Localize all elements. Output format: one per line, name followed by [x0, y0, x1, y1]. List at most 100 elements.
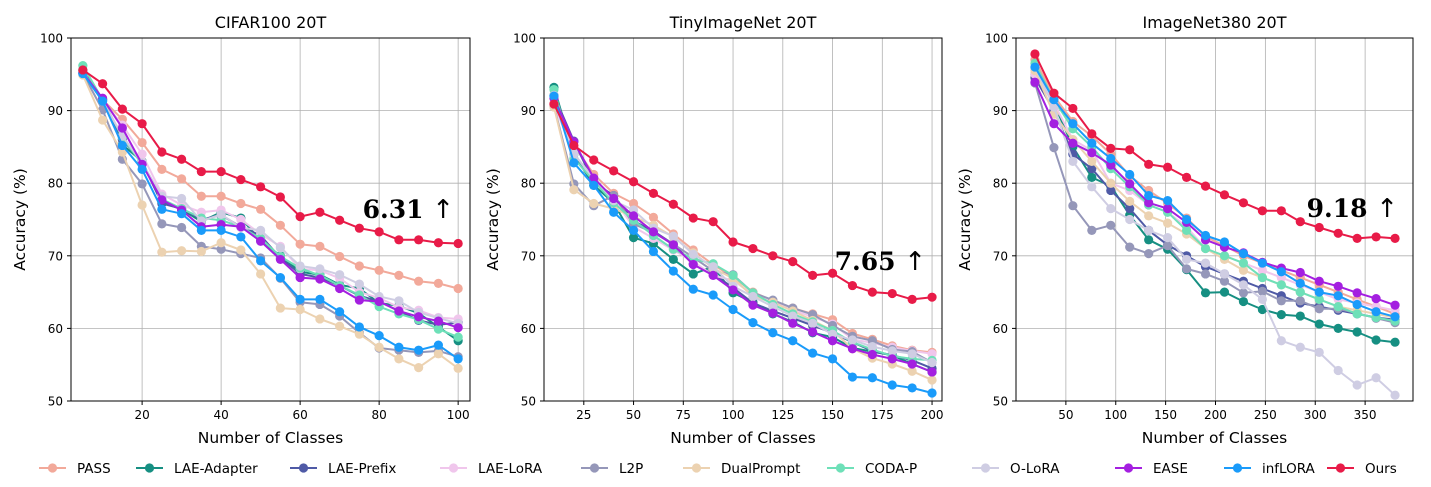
- data-point: [609, 166, 619, 176]
- data-point: [589, 180, 599, 190]
- legend-label: LAE-LoRA: [478, 461, 543, 477]
- y-tick-label: 60: [48, 322, 63, 336]
- chart-title: ImageNet380 20T: [1143, 13, 1287, 32]
- data-point: [589, 155, 599, 165]
- legend-swatch-marker: [144, 463, 155, 473]
- x-tick-label: 60: [292, 408, 307, 422]
- data-point: [1106, 178, 1116, 188]
- data-point: [78, 65, 88, 75]
- data-point: [1219, 287, 1230, 297]
- data-point: [295, 239, 305, 249]
- data-point: [1371, 335, 1381, 345]
- data-point: [1257, 272, 1267, 283]
- y-tick-label: 60: [993, 322, 1008, 336]
- y-axis-label: Accuracy (%): [956, 168, 974, 271]
- x-tick-label: 40: [213, 408, 228, 422]
- data-point: [354, 295, 364, 305]
- data-point: [1200, 243, 1211, 254]
- data-point: [1200, 269, 1211, 279]
- improvement-value: 7.65: [835, 247, 905, 276]
- data-point: [808, 348, 818, 358]
- data-point: [453, 238, 463, 249]
- data-point: [1257, 286, 1267, 296]
- data-point: [335, 215, 345, 225]
- y-tick-label: 70: [993, 249, 1008, 263]
- legend-label: LAE-Adapter: [174, 461, 258, 477]
- data-point: [1106, 160, 1116, 170]
- data-point: [628, 233, 639, 243]
- legend-label: CODA-P: [865, 461, 917, 477]
- data-point: [1049, 143, 1059, 153]
- series-line: [553, 95, 933, 370]
- data-point: [275, 192, 285, 202]
- data-point: [414, 235, 424, 245]
- data-point: [394, 342, 404, 352]
- data-point: [1238, 265, 1249, 275]
- series-line: [553, 97, 933, 373]
- up-arrow-icon: ↑: [904, 247, 926, 277]
- x-tick-label: 150: [1154, 408, 1177, 422]
- data-point: [1390, 300, 1400, 310]
- data-point: [1314, 319, 1324, 329]
- data-point: [295, 294, 305, 304]
- data-point: [688, 213, 698, 223]
- data-point: [1314, 347, 1324, 357]
- data-point: [394, 235, 404, 245]
- data-point: [1352, 327, 1362, 337]
- data-point: [609, 207, 619, 217]
- data-point: [1238, 288, 1249, 298]
- data-point: [98, 115, 108, 125]
- legend-swatch-marker: [980, 463, 991, 473]
- data-point: [374, 227, 384, 237]
- legend-item-pass: PASS: [39, 461, 111, 477]
- chart-panel-3: 50 100 150 200 250 300 350 50 60 70 80 90 100 ImageNe…: [956, 13, 1414, 447]
- data-point: [275, 272, 285, 283]
- legend-item-inflora: infLORA: [1224, 461, 1316, 477]
- data-point: [827, 336, 838, 346]
- x-tick-label: 200: [1204, 408, 1227, 422]
- data-point: [1219, 269, 1230, 279]
- data-point: [728, 285, 738, 295]
- legend-label: LAE-Prefix: [328, 461, 396, 477]
- data-point: [177, 154, 187, 164]
- x-tick-label: 200: [921, 408, 944, 422]
- x-tick-label: 175: [871, 408, 894, 422]
- data-point: [394, 296, 404, 306]
- data-point: [1049, 95, 1059, 105]
- y-tick-label: 80: [993, 177, 1008, 191]
- data-point: [1295, 287, 1305, 297]
- data-point: [728, 237, 738, 247]
- series-line: [553, 89, 933, 362]
- data-point: [1144, 235, 1154, 245]
- x-tick-label: 100: [722, 408, 745, 422]
- series-lae-adapter: [549, 82, 937, 377]
- series-pass: [1030, 55, 1400, 319]
- data-point: [414, 363, 424, 373]
- legend-label: O-LoRA: [1010, 461, 1060, 477]
- data-point: [668, 199, 678, 209]
- data-point: [137, 164, 147, 175]
- data-point: [1144, 198, 1154, 208]
- data-point: [354, 322, 364, 332]
- data-point: [1106, 185, 1116, 196]
- data-point: [157, 204, 167, 214]
- data-point: [788, 311, 798, 321]
- data-point: [216, 209, 226, 220]
- data-point: [668, 266, 678, 276]
- x-tick-label: 20: [134, 408, 149, 422]
- data-point: [549, 99, 559, 109]
- data-point: [1163, 233, 1173, 243]
- data-point: [708, 290, 718, 300]
- data-point: [157, 247, 167, 257]
- series-ours: [78, 65, 463, 249]
- y-tick-label: 50: [48, 395, 63, 409]
- data-point: [117, 140, 127, 151]
- data-point: [728, 270, 738, 281]
- y-tick-label: 80: [48, 177, 63, 191]
- data-point: [1106, 204, 1116, 214]
- data-point: [453, 332, 463, 342]
- data-point: [137, 200, 147, 210]
- x-tick-label: 50: [626, 408, 641, 422]
- data-point: [1238, 258, 1249, 268]
- legend-item-ours: Ours: [1327, 461, 1397, 477]
